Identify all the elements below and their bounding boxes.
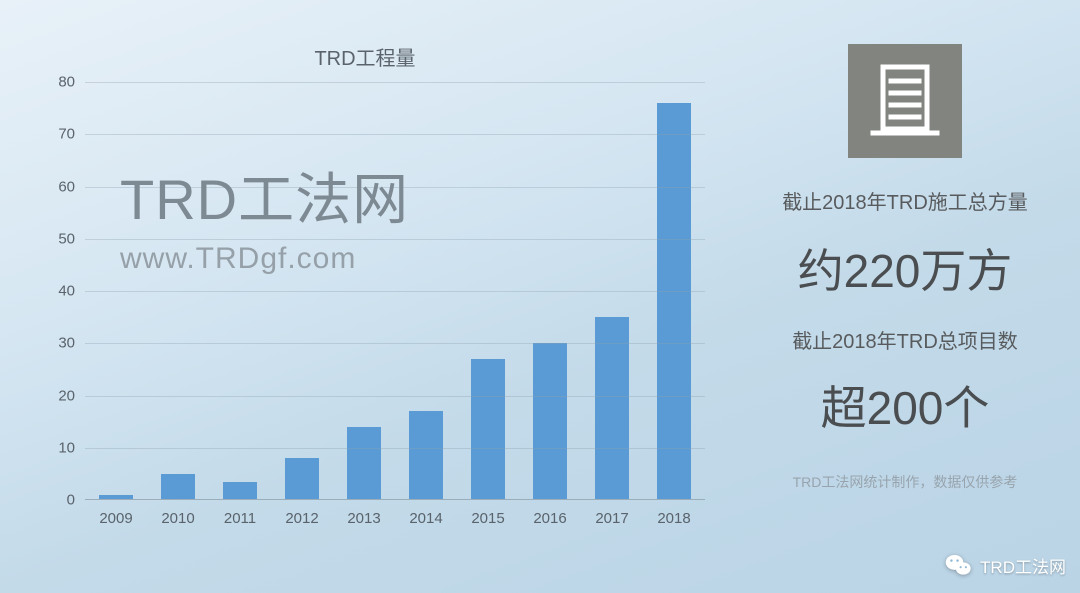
bar	[657, 103, 691, 500]
x-tick-label: 2017	[581, 500, 643, 527]
building-icon	[848, 44, 962, 158]
wechat-icon	[944, 551, 972, 579]
bar	[285, 458, 319, 500]
y-tick-label: 30	[58, 335, 85, 352]
stat1-value: 约220万方	[798, 235, 1013, 301]
gridline	[85, 239, 705, 240]
bar	[595, 317, 629, 500]
bar	[533, 343, 567, 500]
chart-panel: TRD工程量 010203040506070802009201020112012…	[0, 0, 730, 593]
chart-title: TRD工程量	[0, 42, 730, 71]
stat2-value: 超200个	[821, 372, 990, 438]
bar	[161, 474, 195, 500]
y-tick-label: 10	[58, 439, 85, 456]
y-tick-label: 70	[58, 126, 85, 143]
container: TRD工程量 010203040506070802009201020112012…	[0, 0, 1080, 593]
y-tick-label: 50	[58, 230, 85, 247]
x-tick-label: 2013	[333, 500, 395, 527]
gridline	[85, 82, 705, 83]
y-tick-label: 0	[67, 492, 85, 509]
bar	[347, 427, 381, 500]
footnote: TRD工法网统计制作，数据仅供参考	[793, 472, 1018, 492]
stats-panel: 截止2018年TRD施工总方量 约220万方 截止2018年TRD总项目数 超2…	[730, 0, 1080, 593]
bar	[409, 411, 443, 500]
gridline	[85, 291, 705, 292]
stat2-caption: 截止2018年TRD总项目数	[792, 325, 1018, 354]
x-tick-label: 2009	[85, 500, 147, 527]
x-tick-label: 2014	[395, 500, 457, 527]
x-tick-label: 2018	[643, 500, 705, 527]
building-icon-svg	[869, 61, 941, 141]
x-tick-label: 2012	[271, 500, 333, 527]
gridline	[85, 448, 705, 449]
x-tick-label: 2016	[519, 500, 581, 527]
gridline	[85, 134, 705, 135]
y-tick-label: 40	[58, 283, 85, 300]
x-tick-label: 2015	[457, 500, 519, 527]
bar	[223, 482, 257, 500]
y-tick-label: 20	[58, 387, 85, 404]
x-tick-label: 2010	[147, 500, 209, 527]
y-tick-label: 60	[58, 178, 85, 195]
gridline	[85, 343, 705, 344]
chart-plot-area: 0102030405060708020092010201120122013201…	[85, 82, 705, 500]
stat1-caption: 截止2018年TRD施工总方量	[782, 186, 1028, 215]
source-badge-label: TRD工法网	[980, 553, 1066, 578]
y-tick-label: 80	[58, 74, 85, 91]
x-tick-label: 2011	[209, 500, 271, 527]
bar	[471, 359, 505, 500]
gridline	[85, 396, 705, 397]
gridline	[85, 187, 705, 188]
source-badge: TRD工法网	[944, 551, 1066, 579]
